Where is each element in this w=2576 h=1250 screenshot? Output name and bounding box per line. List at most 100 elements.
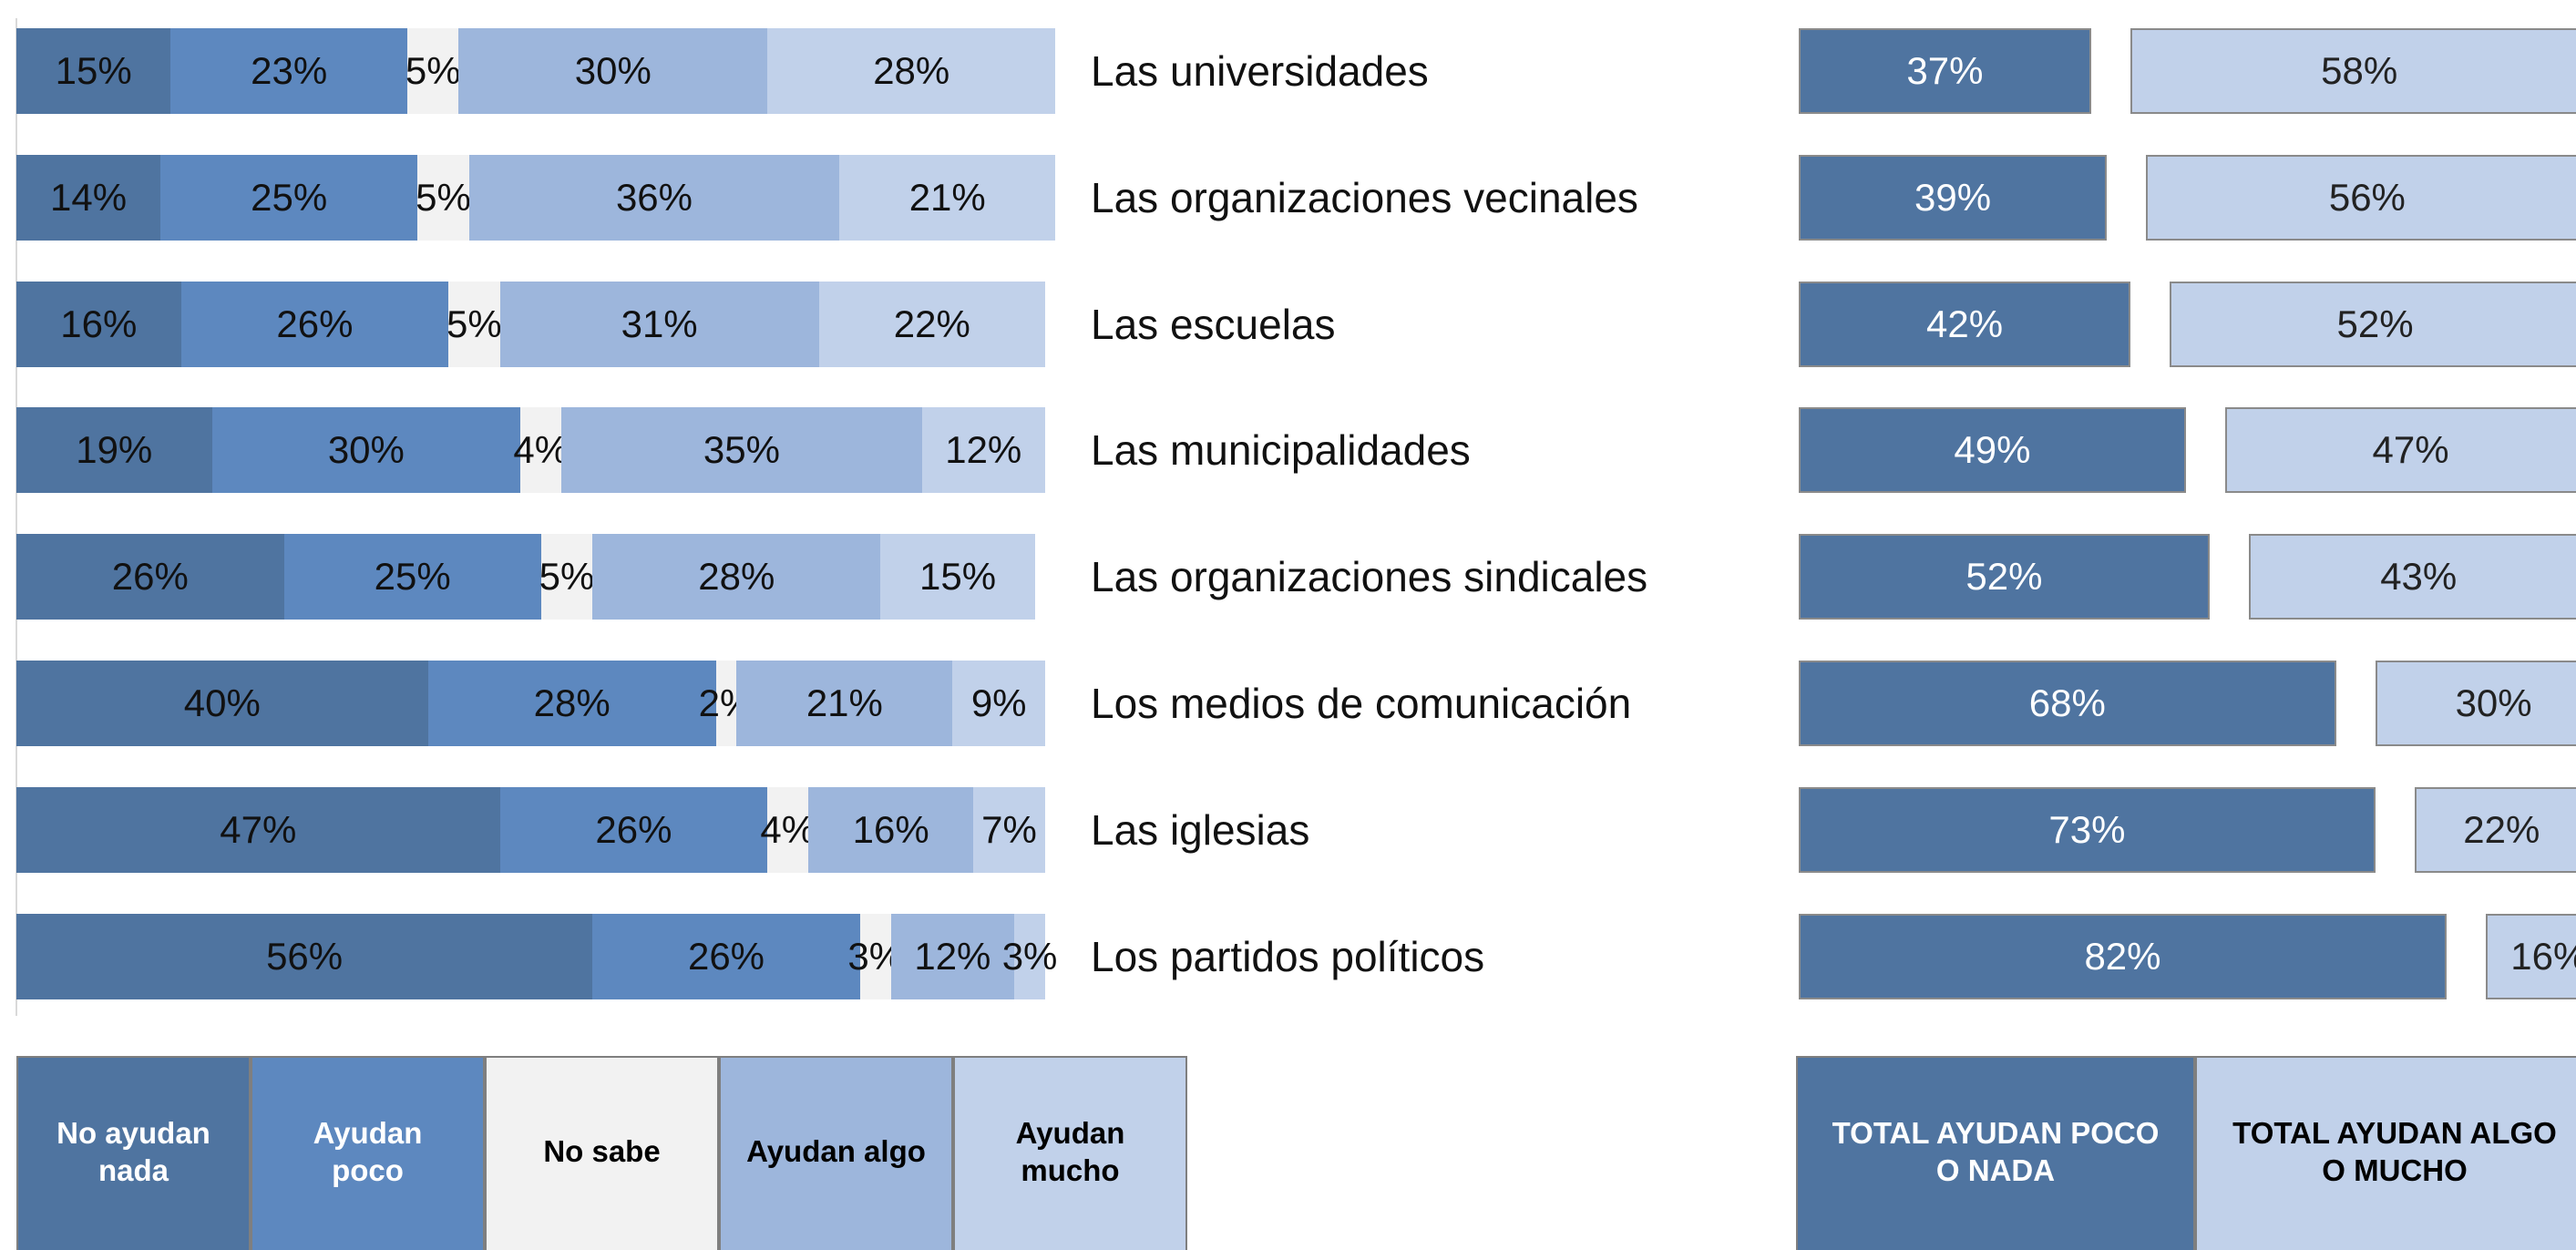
- value-label: 40%: [183, 681, 261, 724]
- bar-segment: [160, 154, 418, 241]
- axis-line: [15, 18, 17, 1016]
- bar: [1799, 786, 2376, 873]
- legend-item: Ayudan poco: [251, 1056, 485, 1250]
- bar-segment: [427, 661, 716, 746]
- value-label: 28%: [873, 49, 950, 92]
- bar-segment: [16, 154, 161, 241]
- bar: [2130, 28, 2576, 114]
- value-label: 3%: [1001, 934, 1058, 978]
- legend-item: No ayudan nada: [16, 1056, 251, 1250]
- bar: [2485, 913, 2576, 999]
- bar: [2375, 661, 2576, 746]
- bar-segment: [417, 154, 469, 241]
- value-label: 22%: [893, 302, 970, 345]
- bar: [2414, 786, 2576, 873]
- value-label: 16%: [60, 302, 138, 345]
- value-label: 23%: [251, 49, 328, 92]
- bar-segment: [952, 661, 1045, 746]
- bar: [1799, 913, 2447, 999]
- value-label: 52%: [2336, 302, 2414, 345]
- value-label: 28%: [533, 681, 611, 724]
- category-label: Las organizaciones sindicales: [1091, 553, 1648, 601]
- bar-segment: [859, 913, 891, 999]
- value-label: 5%: [539, 555, 595, 599]
- bar-segment: [170, 28, 407, 114]
- value-label: 30%: [574, 49, 652, 92]
- bar-segment: [16, 28, 171, 114]
- value-label: 25%: [374, 555, 451, 599]
- bar: [1799, 661, 2336, 746]
- bar-segment: [890, 913, 1015, 999]
- value-label: 47%: [220, 807, 297, 851]
- value-label: 9%: [970, 681, 1027, 724]
- value-label: 31%: [621, 302, 698, 345]
- bar-segment: [468, 154, 840, 241]
- bar-segment: [767, 28, 1056, 114]
- value-label: 39%: [1914, 175, 1992, 219]
- bar-segment: [736, 661, 953, 746]
- bar-segment: [458, 28, 768, 114]
- value-label: 37%: [1906, 49, 1984, 92]
- bar-segment: [16, 786, 500, 873]
- category-label: Los medios de comunicación: [1091, 680, 1632, 727]
- bar-segment: [540, 534, 593, 620]
- category-label: Las universidades: [1091, 47, 1429, 95]
- value-label: 82%: [2084, 934, 2161, 978]
- value-label: 7%: [981, 807, 1037, 851]
- bar-segment: [499, 281, 819, 367]
- value-label: 15%: [55, 49, 132, 92]
- bar-segment: [818, 281, 1045, 367]
- value-label: 4%: [513, 428, 570, 472]
- value-label: 52%: [1965, 555, 2043, 599]
- bar-segment: [448, 281, 500, 367]
- value-label: 12%: [914, 934, 991, 978]
- bar-segment: [592, 913, 860, 999]
- bar-segment: [16, 661, 428, 746]
- bar-segment: [921, 407, 1045, 494]
- value-label: 4%: [760, 807, 816, 851]
- bar: [1799, 407, 2186, 494]
- bar-segment: [520, 407, 562, 494]
- value-label: 5%: [416, 175, 471, 219]
- legend-item: TOTAL AYUDAN ALGO O MUCHO: [2195, 1056, 2576, 1250]
- value-label: 5%: [405, 49, 461, 92]
- value-label: 36%: [615, 175, 693, 219]
- bar-segment: [1014, 913, 1045, 999]
- category-label: Las escuelas: [1091, 300, 1336, 348]
- bar-segment: [407, 28, 459, 114]
- legend-item: Ayudan mucho: [953, 1056, 1187, 1250]
- value-label: 5%: [446, 302, 502, 345]
- value-label: 43%: [2380, 555, 2458, 599]
- value-label: 21%: [806, 681, 883, 724]
- bar-segment: [180, 281, 449, 367]
- value-label: 15%: [919, 555, 997, 599]
- value-label: 56%: [2328, 175, 2406, 219]
- bar: [2170, 281, 2576, 367]
- legend-item: TOTAL AYUDAN POCO O NADA: [1796, 1056, 2195, 1250]
- bar-segment: [283, 534, 541, 620]
- bar-segment: [211, 407, 521, 494]
- value-label: 26%: [595, 807, 672, 851]
- bar-segment: [839, 154, 1056, 241]
- bar-segment: [972, 786, 1045, 873]
- legend-item: No sabe: [485, 1056, 719, 1250]
- bar-segment: [16, 534, 284, 620]
- value-label: 42%: [1926, 302, 2004, 345]
- bar: [2224, 407, 2576, 494]
- bar: [1799, 534, 2210, 620]
- bar: [1799, 154, 2108, 241]
- bar: [2146, 154, 2576, 241]
- bar: [2248, 534, 2576, 620]
- bar: [1799, 28, 2091, 114]
- bar-segment: [808, 786, 973, 873]
- value-label: 12%: [945, 428, 1022, 472]
- bar-segment: [767, 786, 809, 873]
- legend-item: Ayudan algo: [719, 1056, 953, 1250]
- value-label: 47%: [2372, 428, 2449, 472]
- category-label: Los partidos políticos: [1091, 932, 1485, 980]
- bar-segment: [16, 407, 212, 494]
- value-label: 56%: [266, 934, 344, 978]
- value-label: 19%: [76, 428, 153, 472]
- category-label: Las iglesias: [1091, 805, 1310, 854]
